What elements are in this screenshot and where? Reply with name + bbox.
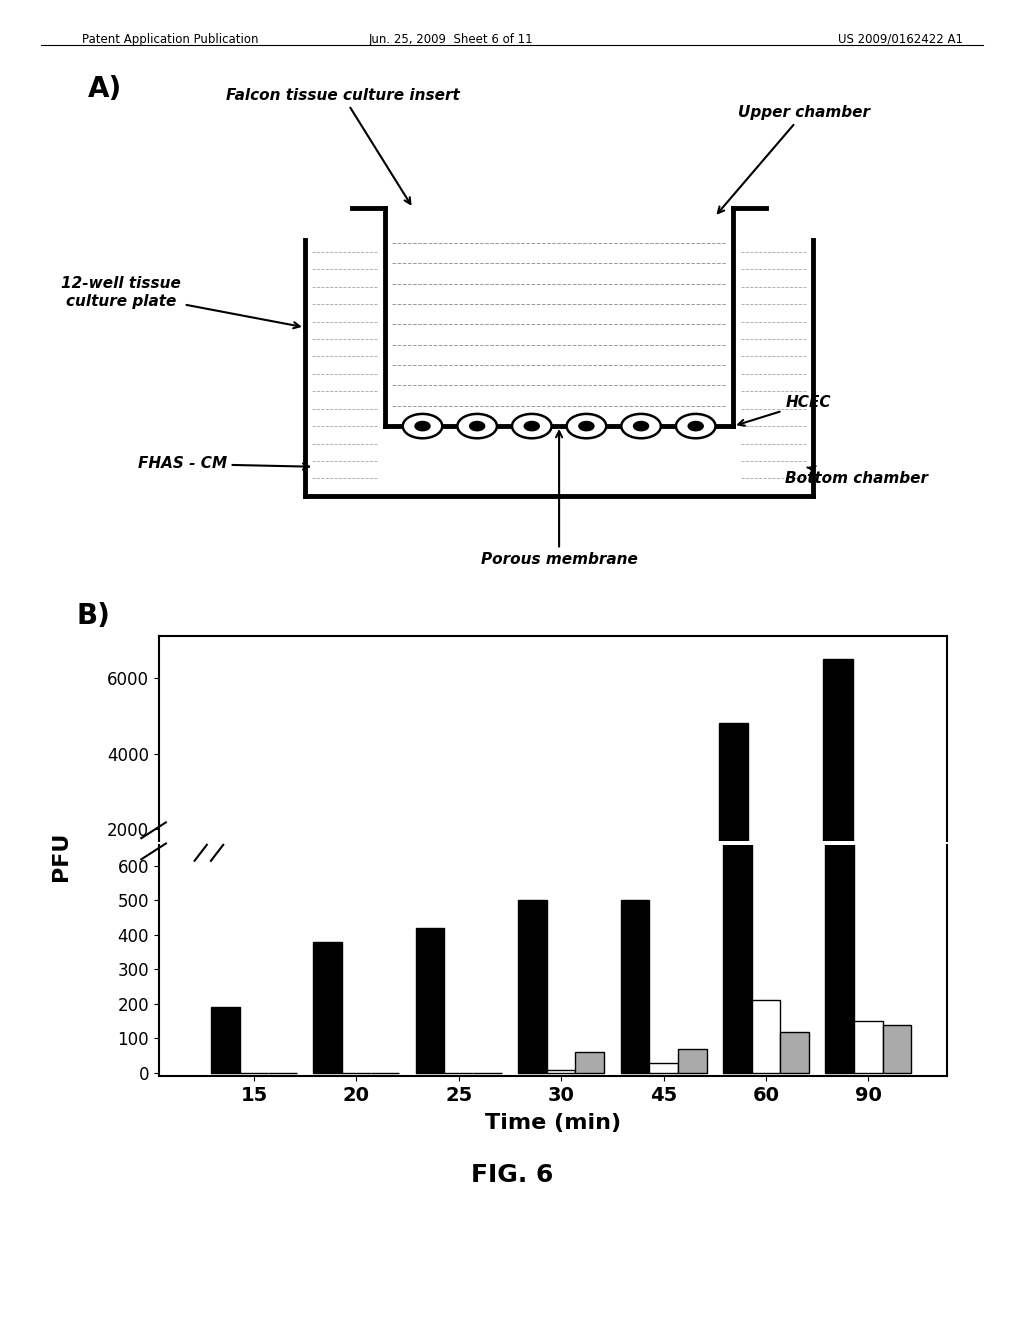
Bar — [752, 1001, 780, 1073]
Text: Porous membrane: Porous membrane — [480, 432, 638, 568]
Bar — [299, 891, 329, 906]
Bar — [748, 898, 777, 906]
Text: PFU: PFU — [51, 832, 72, 880]
Text: Upper chamber: Upper chamber — [718, 106, 870, 213]
Bar — [613, 886, 643, 906]
Bar — [777, 900, 807, 906]
Text: B): B) — [77, 602, 111, 630]
Circle shape — [470, 421, 484, 430]
Bar — [678, 1049, 707, 1073]
Circle shape — [415, 421, 430, 430]
Bar — [567, 903, 597, 906]
Circle shape — [634, 421, 648, 430]
Bar — [853, 899, 882, 906]
Bar — [780, 1031, 809, 1073]
Text: 12-well tissue
culture plate: 12-well tissue culture plate — [61, 276, 300, 329]
Bar — [195, 898, 224, 906]
Circle shape — [524, 421, 540, 430]
X-axis label: Time (min): Time (min) — [485, 1113, 621, 1133]
Circle shape — [676, 414, 716, 438]
Bar — [211, 1007, 240, 1073]
Bar — [509, 886, 539, 906]
Text: Bottom chamber: Bottom chamber — [785, 466, 928, 486]
Text: FIG. 6: FIG. 6 — [471, 1163, 553, 1187]
Text: A): A) — [88, 75, 122, 103]
Text: US 2009/0162422 A1: US 2009/0162422 A1 — [838, 33, 963, 46]
Bar — [404, 890, 433, 906]
Text: Patent Application Publication: Patent Application Publication — [82, 33, 258, 46]
Circle shape — [458, 414, 497, 438]
Circle shape — [688, 421, 703, 430]
Bar — [825, 0, 854, 1073]
Circle shape — [622, 414, 660, 438]
Bar — [649, 1063, 678, 1073]
Bar — [518, 900, 547, 1073]
Bar — [416, 928, 444, 1073]
Text: FHAS - CM: FHAS - CM — [137, 457, 309, 471]
Bar — [575, 1052, 604, 1073]
Bar — [854, 1022, 883, 1073]
Bar — [823, 659, 853, 906]
Text: HCEC: HCEC — [738, 396, 830, 425]
Circle shape — [402, 414, 442, 438]
Bar — [882, 900, 911, 906]
Bar — [621, 900, 649, 1073]
Bar — [547, 1069, 575, 1073]
Circle shape — [512, 414, 552, 438]
Bar — [313, 941, 342, 1073]
Text: Falcon tissue culture insert: Falcon tissue culture insert — [225, 87, 460, 205]
Circle shape — [566, 414, 606, 438]
Bar — [673, 903, 701, 906]
Bar — [883, 1024, 911, 1073]
Bar — [719, 723, 748, 906]
Bar — [723, 0, 752, 1073]
Circle shape — [579, 421, 594, 430]
Text: Jun. 25, 2009  Sheet 6 of 11: Jun. 25, 2009 Sheet 6 of 11 — [369, 33, 532, 46]
